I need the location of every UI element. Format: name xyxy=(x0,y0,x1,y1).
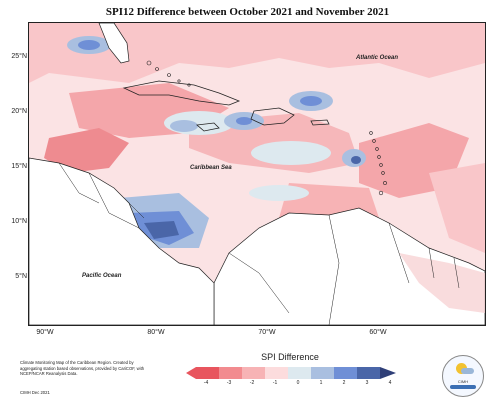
legend-tick: 0 xyxy=(296,380,300,386)
legend-swatch-4 xyxy=(288,367,311,379)
legend-tick: -3 xyxy=(226,380,232,386)
legend-swatch-5 xyxy=(311,367,334,379)
country-borders xyxy=(58,162,460,325)
spi-region-pos-7 xyxy=(249,185,309,201)
lat-label-5n: 5°N xyxy=(15,273,27,280)
guianas-shading xyxy=(399,253,485,313)
atlantic-ocean-label: Atlantic Ocean xyxy=(356,55,399,61)
spi-region-pos-6-core xyxy=(351,156,361,164)
spi-region-yucatan-neg xyxy=(44,128,129,173)
legend-swatch-0 xyxy=(196,367,219,379)
legend-swatch-7 xyxy=(357,367,380,379)
spi-region-pos-2-core xyxy=(170,120,198,132)
pacific-ocean-label: Pacific Ocean xyxy=(82,273,122,279)
legend-swatch-6 xyxy=(334,367,357,379)
cuba-outline xyxy=(122,80,241,106)
map-panel xyxy=(28,22,486,326)
logo-text: CIMH xyxy=(457,379,469,384)
spi-region-pos-central-core xyxy=(144,221,179,239)
lat-label-15n: 15°N xyxy=(11,163,27,170)
spi-region-east-neg xyxy=(429,163,485,253)
bahamas-islands xyxy=(146,60,191,87)
legend-ticks: -4 -3 -2 -1 0 1 2 3 4 xyxy=(196,380,392,388)
lon-label-70w: 70°W xyxy=(258,329,276,336)
legend-swatch-1 xyxy=(219,367,242,379)
spi-region-pos-5 xyxy=(251,141,331,165)
legend-tick: -2 xyxy=(249,380,255,386)
legend-tick: -4 xyxy=(203,380,209,386)
central-america-land xyxy=(29,157,215,325)
legend-swatch-3 xyxy=(265,367,288,379)
lat-label-10n: 10°N xyxy=(11,218,27,225)
map-credit-note: Climate Monitoring Map of the Caribbean … xyxy=(20,360,145,376)
map-credit-date: CIMH Dec 2021 xyxy=(20,390,50,395)
legend-tick: 2 xyxy=(342,380,346,386)
puerto-rico-outline xyxy=(310,119,330,126)
legend-arrow-left xyxy=(186,367,196,379)
spi-difference-map xyxy=(29,23,485,325)
florida-land xyxy=(98,23,130,64)
spi-region-pos-4-core xyxy=(300,96,322,106)
cloud-icon xyxy=(461,368,474,374)
lesser-antilles-islands xyxy=(369,131,387,196)
legend-tick: -1 xyxy=(272,380,278,386)
map-title: SPI12 Difference between October 2021 an… xyxy=(105,6,390,18)
hispaniola-outline xyxy=(250,107,295,126)
spi-region-pos-1-core xyxy=(78,40,100,50)
legend-tick: 1 xyxy=(319,380,323,386)
legend-tick: 3 xyxy=(365,380,369,386)
legend-tick: 4 xyxy=(388,380,392,386)
spi-region-north xyxy=(29,23,485,83)
spi-region-pos-3-core xyxy=(236,117,252,125)
lon-label-90w: 90°W xyxy=(36,329,54,336)
cimh-logo: CIMH xyxy=(442,355,484,397)
legend-title: SPI Difference xyxy=(261,352,319,362)
legend-colorbar xyxy=(186,367,396,379)
caribbean-sea-label: Caribbean Sea xyxy=(190,165,232,171)
wave-icon xyxy=(450,385,476,389)
lat-label-25n: 25°N xyxy=(11,53,27,60)
legend-swatch-2 xyxy=(242,367,265,379)
lon-label-80w: 80°W xyxy=(147,329,165,336)
legend-arrow-right xyxy=(380,367,396,379)
jamaica-outline xyxy=(196,122,220,132)
lat-label-20n: 20°N xyxy=(11,108,27,115)
lon-label-60w: 60°W xyxy=(369,329,387,336)
